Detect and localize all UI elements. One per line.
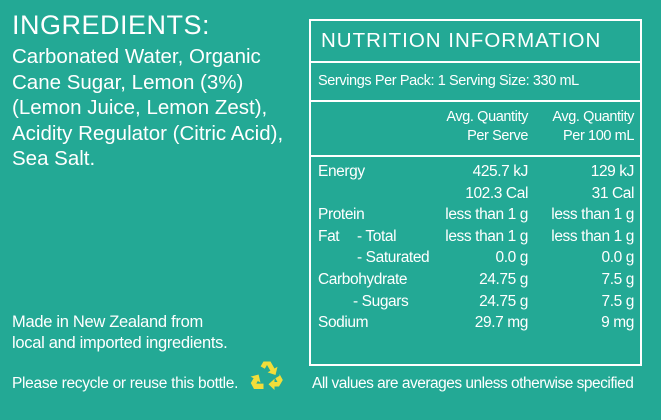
column-header-per-100ml: Avg. Quantity Per 100 mL	[552, 108, 634, 146]
nutrient-sublabel: - Sugars	[353, 292, 409, 310]
per-serve-value: 102.3 Cal	[465, 184, 528, 202]
per-100ml-value: 9 mg	[601, 314, 634, 332]
per-100ml-value: 7.5 g	[601, 292, 635, 310]
nutrient-row-energy-cal: 102.3 Cal 31 Cal	[311, 183, 640, 205]
nutrition-title: NUTRITION INFORMATION	[311, 21, 640, 63]
origin-statement: Made in New Zealand from local and impor…	[12, 312, 228, 354]
column-header-per-serve: Avg. Quantity Per Serve	[446, 108, 528, 146]
recycle-text: Please recycle or reuse this bottle.	[12, 375, 239, 392]
nutrient-row-fat-saturated: - Saturated 0.0 g 0.0 g	[311, 247, 640, 269]
nutrient-label: Energy	[318, 163, 365, 180]
per-serve-value: less than 1 g	[445, 206, 528, 224]
per-100ml-value: 0.0 g	[601, 249, 635, 267]
column-header-line: Avg. Quantity	[552, 109, 634, 125]
per-serve-value: 0.0 g	[495, 249, 529, 267]
ingredients-line: Acidity Regulator (Citric Acid),	[12, 121, 284, 145]
nutrient-sublabel: - Saturated	[357, 249, 430, 267]
origin-line: Made in New Zealand from	[12, 313, 203, 331]
nutrient-sublabel: - Total	[357, 227, 397, 245]
per-serve-value: 24.75 g	[479, 292, 528, 310]
nutrient-label: Carbohydrate	[318, 270, 408, 288]
ingredients-line: Carbonated Water, Organic	[12, 45, 261, 68]
nutrient-label: Fat	[318, 227, 340, 245]
nutrient-row-energy-kj: Energy 425.7 kJ 129 kJ	[311, 161, 640, 183]
nutrition-panel: NUTRITION INFORMATION Servings Per Pack:…	[309, 19, 642, 366]
ingredients-title: INGREDIENTS:	[12, 10, 211, 40]
origin-line: local and imported ingredients.	[12, 334, 228, 352]
ingredients-line: (Lemon Juice, Lemon Zest),	[12, 96, 268, 119]
per-100ml-value: less than 1 g	[551, 227, 634, 245]
nutrient-row-fat-total: Fat - Total less than 1 g less than 1 g	[311, 226, 640, 248]
per-100ml-value: 31 Cal	[591, 184, 635, 202]
column-header-line: Per 100 mL	[563, 128, 634, 144]
per-serve-value: 425.7 kJ	[472, 163, 529, 180]
per-serve-value: 24.75 g	[479, 270, 528, 288]
ingredients-list: Carbonated Water, Organic Cane Sugar, Le…	[12, 44, 304, 172]
nutrient-label: Sodium	[318, 314, 369, 332]
nutrition-footnote: All values are averages unless otherwise…	[312, 375, 634, 392]
per-100ml-value: less than 1 g	[551, 206, 634, 224]
nutrition-column-headers: Avg. Quantity Per Serve Avg. Quantity Pe…	[311, 102, 640, 157]
per-100ml-value: 7.5 g	[601, 270, 635, 288]
nutrient-row-sodium: Sodium 29.7 mg 9 mg	[311, 312, 640, 334]
ingredients-line: Sea Salt.	[12, 147, 96, 170]
nutrient-row-sugars: - Sugars 24.75 g 7.5 g	[311, 291, 640, 313]
column-header-line: Avg. Quantity	[446, 109, 528, 125]
nutrient-label: Protein	[318, 206, 365, 224]
ingredients-line: Cane Sugar, Lemon (3%)	[12, 70, 244, 94]
per-serve-value: 29.7 mg	[474, 314, 529, 332]
recycle-icon	[250, 361, 283, 390]
nutrient-row-carbohydrate: Carbohydrate 24.75 g 7.5 g	[311, 269, 640, 291]
column-header-line: Per Serve	[467, 128, 528, 144]
nutrient-row-protein: Protein less than 1 g less than 1 g	[311, 204, 640, 226]
nutrition-rows: Energy 425.7 kJ 129 kJ 102.3 Cal 31 Cal …	[311, 157, 640, 334]
servings-info: Servings Per Pack: 1 Serving Size: 330 m…	[311, 63, 640, 102]
per-100ml-value: 129 kJ	[590, 163, 635, 180]
per-serve-value: less than 1 g	[445, 227, 528, 245]
